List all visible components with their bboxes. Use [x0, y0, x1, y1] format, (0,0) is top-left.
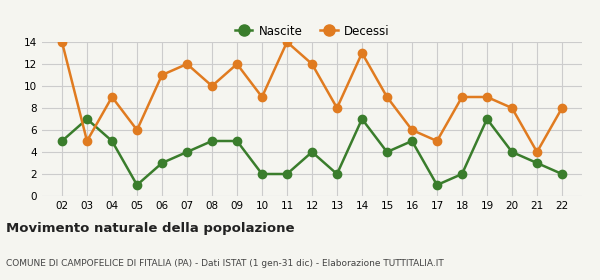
Nascite	[508, 150, 515, 154]
Nascite	[283, 172, 290, 176]
Nascite	[484, 117, 491, 121]
Decessi	[83, 139, 91, 143]
Text: COMUNE DI CAMPOFELICE DI FITALIA (PA) - Dati ISTAT (1 gen-31 dic) - Elaborazione: COMUNE DI CAMPOFELICE DI FITALIA (PA) - …	[6, 259, 444, 268]
Decessi	[184, 62, 191, 66]
Decessi	[259, 95, 266, 99]
Nascite	[259, 172, 266, 176]
Decessi	[533, 150, 541, 154]
Decessi	[458, 95, 466, 99]
Decessi	[484, 95, 491, 99]
Text: Movimento naturale della popolazione: Movimento naturale della popolazione	[6, 222, 295, 235]
Decessi	[383, 95, 391, 99]
Line: Decessi: Decessi	[58, 38, 566, 156]
Nascite	[83, 117, 91, 121]
Nascite	[533, 161, 541, 165]
Legend: Nascite, Decessi: Nascite, Decessi	[230, 20, 394, 43]
Decessi	[58, 40, 65, 44]
Nascite	[433, 183, 440, 187]
Nascite	[383, 150, 391, 154]
Decessi	[559, 106, 566, 110]
Decessi	[409, 128, 416, 132]
Decessi	[433, 139, 440, 143]
Nascite	[334, 172, 341, 176]
Nascite	[233, 139, 241, 143]
Nascite	[308, 150, 316, 154]
Nascite	[358, 117, 365, 121]
Nascite	[133, 183, 140, 187]
Decessi	[358, 51, 365, 55]
Decessi	[508, 106, 515, 110]
Decessi	[109, 95, 116, 99]
Nascite	[458, 172, 466, 176]
Nascite	[109, 139, 116, 143]
Line: Nascite: Nascite	[58, 115, 566, 189]
Decessi	[334, 106, 341, 110]
Nascite	[58, 139, 65, 143]
Nascite	[158, 161, 166, 165]
Nascite	[208, 139, 215, 143]
Decessi	[233, 62, 241, 66]
Decessi	[158, 73, 166, 77]
Nascite	[184, 150, 191, 154]
Nascite	[409, 139, 416, 143]
Decessi	[133, 128, 140, 132]
Decessi	[308, 62, 316, 66]
Nascite	[559, 172, 566, 176]
Decessi	[208, 84, 215, 88]
Decessi	[283, 40, 290, 44]
